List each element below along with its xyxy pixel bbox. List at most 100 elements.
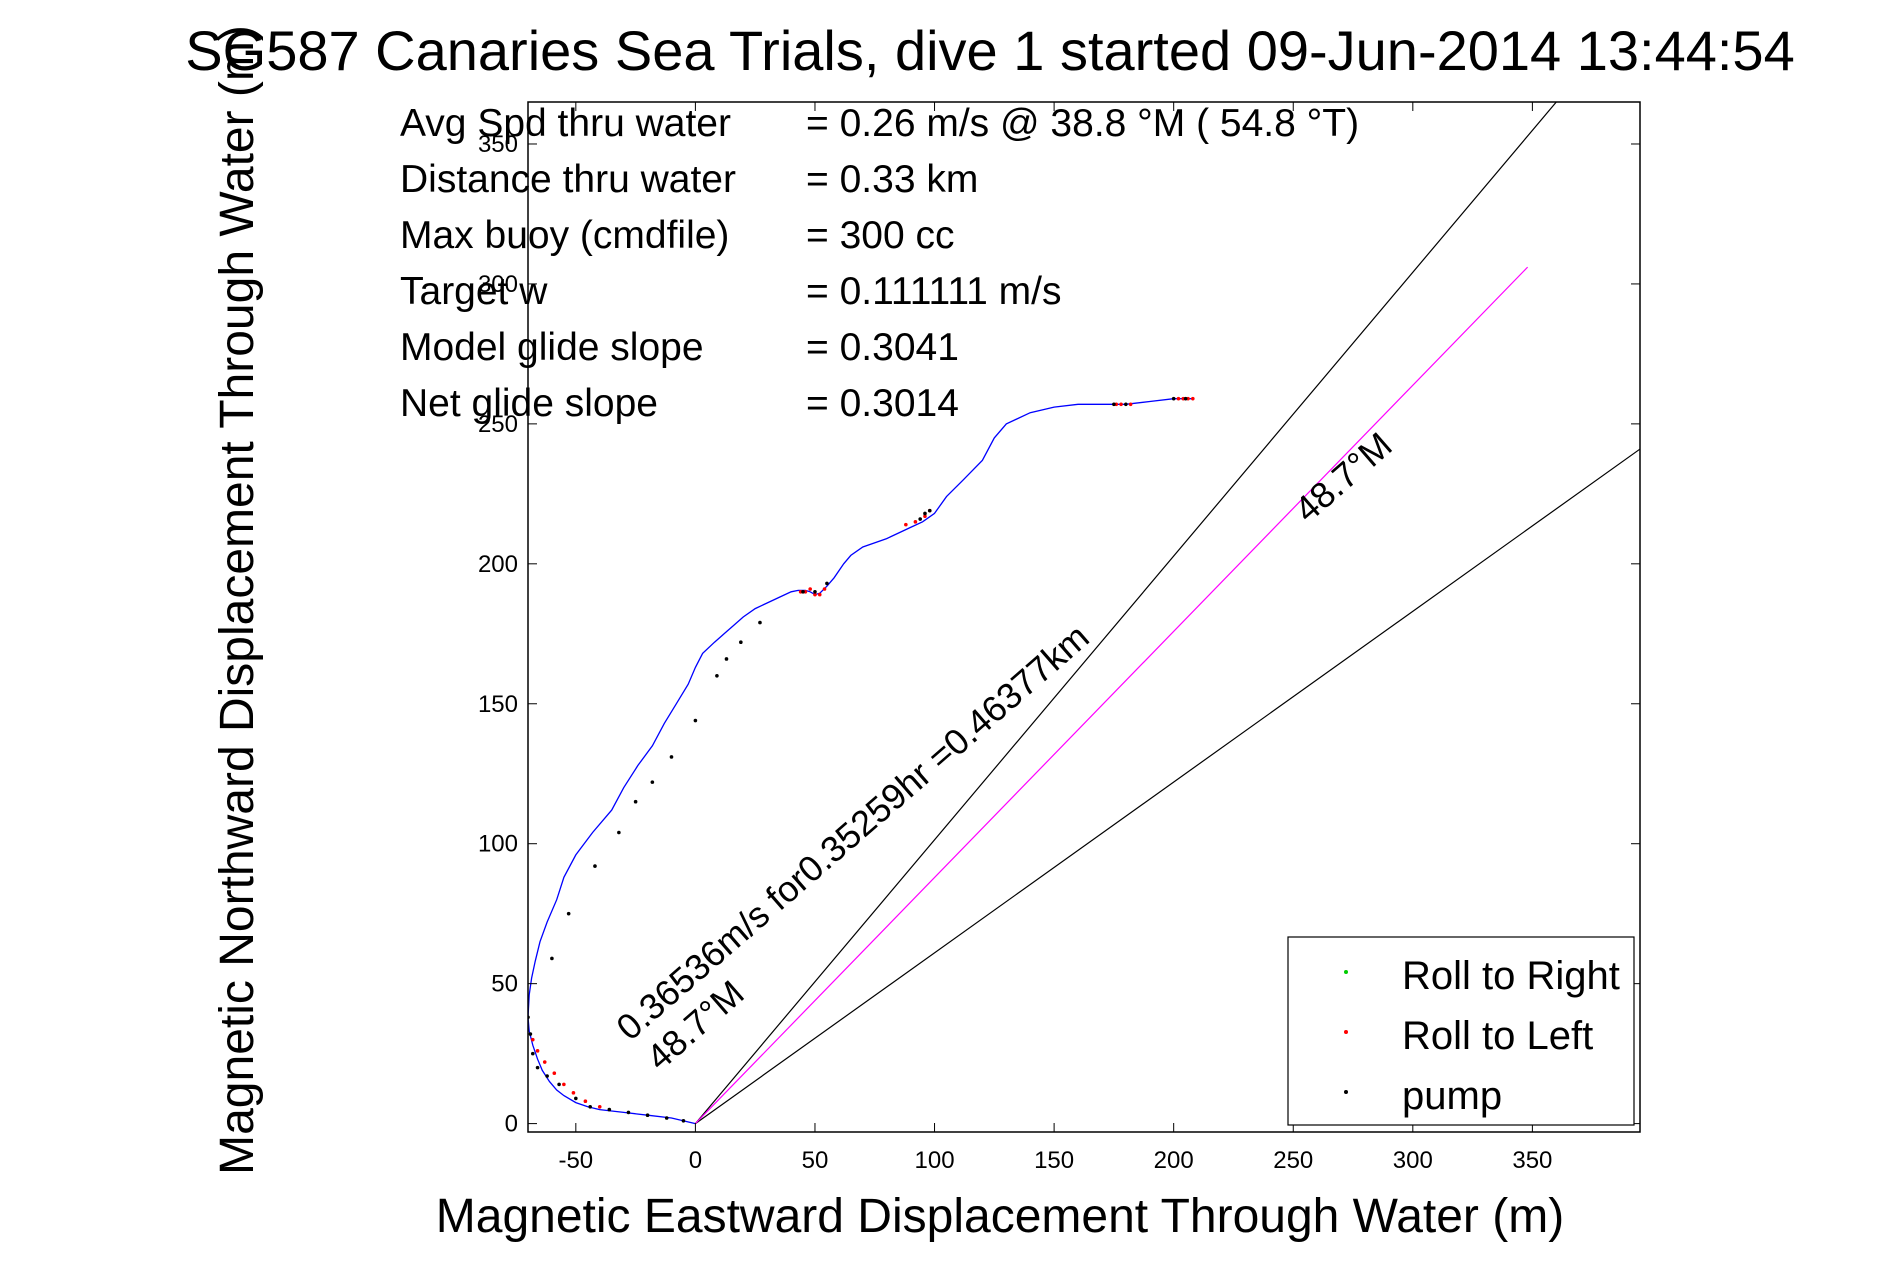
pump-point bbox=[758, 620, 762, 625]
info-value: = 0.3041 bbox=[806, 326, 959, 369]
roll-left-point bbox=[542, 1060, 547, 1064]
legend: Roll to Right Roll to Left pump bbox=[1287, 936, 1635, 1126]
pump-point bbox=[1112, 402, 1116, 407]
roll-left-point bbox=[530, 1037, 535, 1042]
info-label: Target w bbox=[400, 270, 548, 313]
x-tick-label: 200 bbox=[1154, 1147, 1194, 1174]
roll-left-point bbox=[571, 1091, 576, 1095]
roll-left-point bbox=[813, 592, 817, 597]
pump-point bbox=[739, 640, 743, 644]
pump-point bbox=[557, 1082, 561, 1087]
roll-left-point bbox=[535, 1049, 540, 1053]
pump-point bbox=[923, 511, 927, 516]
info-box: Avg Spd thru water = 0.26 m/s @ 38.8 °M (… bbox=[400, 102, 1359, 425]
pump-point bbox=[825, 581, 829, 586]
pump-point bbox=[617, 830, 621, 835]
plot-frame bbox=[527, 101, 1641, 1133]
y-tick-label: 200 bbox=[478, 551, 518, 578]
roll-left-point bbox=[822, 587, 827, 591]
legend-marker bbox=[1344, 1090, 1348, 1094]
pump-point bbox=[528, 1032, 533, 1036]
chart-title: SG587 Canaries Sea Trials, dive 1 starte… bbox=[185, 19, 1794, 82]
roll-left-point bbox=[817, 592, 822, 597]
pump-point bbox=[1171, 396, 1176, 401]
pump-point bbox=[645, 1113, 650, 1118]
roll-left-point bbox=[1119, 402, 1123, 407]
pump-point bbox=[813, 590, 817, 594]
pump-point bbox=[650, 780, 655, 784]
info-label: Model glide slope bbox=[400, 326, 704, 369]
track-line bbox=[528, 398, 1193, 1125]
roll-left-point bbox=[552, 1071, 557, 1076]
pump-point bbox=[545, 1074, 549, 1078]
pump-point bbox=[535, 1065, 540, 1070]
info-value: = 300 cc bbox=[806, 214, 955, 257]
x-axis-label: Magnetic Eastward Displacement Through W… bbox=[436, 1190, 1564, 1243]
x-ticks: -50 0 50 100 150 200 250 300 350 bbox=[558, 102, 1552, 1174]
legend-label: Roll to Right bbox=[1402, 954, 1620, 998]
info-label: Net glide slope bbox=[400, 382, 658, 425]
roll-left-point bbox=[913, 520, 918, 524]
pump-point bbox=[566, 911, 571, 916]
pump-point bbox=[588, 1105, 592, 1109]
legend-label: Roll to Left bbox=[1402, 1014, 1593, 1058]
pump-point bbox=[593, 864, 597, 868]
y-tick-label: 50 bbox=[491, 971, 518, 998]
pump-point bbox=[1124, 402, 1128, 407]
pump-point bbox=[530, 1051, 535, 1056]
pump-point bbox=[724, 657, 729, 661]
y-ticks: 0 50 100 150 200 250 300 350 bbox=[478, 131, 1640, 1138]
pump-point bbox=[633, 799, 638, 804]
reference-line-2 bbox=[694, 266, 1529, 1125]
legend-label: pump bbox=[1402, 1074, 1502, 1118]
pump-point bbox=[607, 1107, 612, 1112]
pump-point bbox=[626, 1110, 631, 1115]
legend-marker bbox=[1344, 970, 1348, 974]
reference-line-1 bbox=[695, 448, 1640, 1125]
reference-line-0 bbox=[694, 102, 1557, 1124]
roll-left-point bbox=[562, 1082, 566, 1087]
x-tick-label: 350 bbox=[1512, 1147, 1552, 1174]
info-value: = 0.26 m/s @ 38.8 °M ( 54.8 °T) bbox=[806, 102, 1359, 145]
roll-left-point bbox=[1128, 402, 1133, 407]
roll-left-point bbox=[904, 522, 908, 527]
info-label: Avg Spd thru water bbox=[400, 102, 731, 145]
roll-left-point bbox=[923, 514, 927, 519]
x-tick-label: 0 bbox=[689, 1147, 702, 1174]
x-tick-label: 150 bbox=[1034, 1147, 1074, 1174]
pump-point bbox=[693, 718, 698, 723]
pump-point bbox=[918, 517, 922, 521]
info-value: = 0.3014 bbox=[806, 382, 959, 425]
x-tick-label: 250 bbox=[1273, 1147, 1313, 1174]
legend-marker bbox=[1344, 1030, 1348, 1034]
pump-point bbox=[927, 508, 932, 513]
info-label: Distance thru water bbox=[400, 158, 736, 201]
y-tick-label: 350 bbox=[478, 131, 518, 158]
y-tick-label: 0 bbox=[505, 1111, 518, 1138]
pump-point bbox=[681, 1119, 686, 1123]
pump-point bbox=[1183, 396, 1188, 401]
roll-left-point bbox=[597, 1105, 602, 1109]
pump-point bbox=[664, 1116, 669, 1120]
roll-left-point bbox=[808, 587, 812, 591]
y-tick-label: 300 bbox=[478, 271, 518, 298]
pump-point bbox=[715, 673, 719, 678]
pump-point bbox=[550, 956, 554, 961]
pump-point bbox=[574, 1096, 578, 1101]
info-value: = 0.33 km bbox=[806, 158, 978, 201]
y-tick-label: 150 bbox=[478, 691, 518, 718]
info-value: = 0.111111 m/s bbox=[806, 270, 1061, 313]
pump-point bbox=[669, 755, 674, 759]
roll-left-point bbox=[1176, 396, 1181, 401]
x-tick-label: -50 bbox=[558, 1147, 593, 1174]
y-axis-label: Magnetic Northward Displacement Through … bbox=[211, 25, 264, 1175]
x-tick-label: 300 bbox=[1393, 1147, 1433, 1174]
y-tick-label: 250 bbox=[478, 411, 518, 438]
roll-left-point bbox=[1191, 396, 1195, 401]
roll-left-point bbox=[583, 1099, 588, 1104]
x-tick-label: 100 bbox=[915, 1147, 955, 1174]
y-tick-label: 100 bbox=[478, 831, 518, 858]
info-label: Max buoy (cmdfile) bbox=[400, 214, 729, 257]
pump-point bbox=[801, 590, 805, 594]
